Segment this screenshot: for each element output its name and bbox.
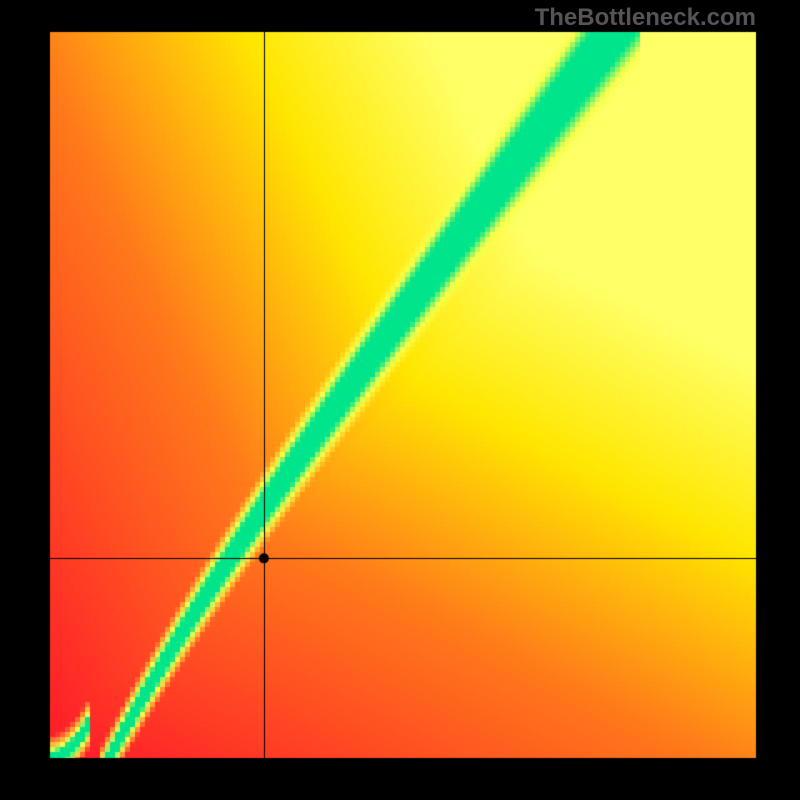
bottleneck-heatmap — [0, 0, 800, 800]
watermark-text: TheBottleneck.com — [535, 4, 756, 32]
chart-container: TheBottleneck.com — [0, 0, 800, 800]
